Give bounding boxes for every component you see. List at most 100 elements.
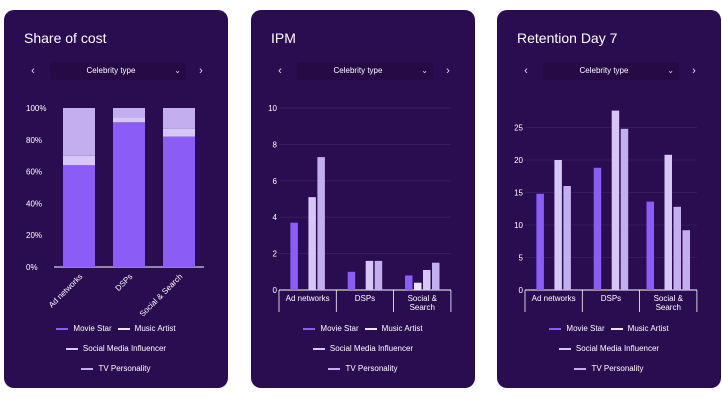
legend-row: Movie Star Music Artist (4, 324, 228, 333)
bar-social-media-influencer-social-search (163, 128, 195, 137)
legend-label: TV Personality (98, 364, 151, 373)
chevron-down-icon: ⌄ (667, 66, 674, 75)
bar-social-media-influencer-dsps (365, 260, 374, 290)
x-tick-label: DSPs (601, 294, 621, 303)
legend-swatch (303, 327, 316, 330)
bar-tv-personality-social-search (432, 262, 440, 290)
y-tick-label: 20% (26, 231, 42, 240)
chevron-left-icon[interactable]: ‹ (31, 65, 35, 77)
legend-swatch (328, 367, 341, 370)
legend-swatch (610, 327, 623, 330)
bar-movie-star-social-search (405, 275, 413, 290)
x-tick-label: Social & (654, 294, 684, 303)
y-tick-label: 8 (273, 140, 278, 149)
legend-label: Movie Star (566, 324, 605, 333)
y-tick-label: 40% (26, 199, 42, 208)
y-tick-label: 100% (26, 104, 46, 113)
legend-item-social-media-influencer[interactable]: Social Media Influencer (65, 344, 166, 353)
legend-row: Social Media Influencer (4, 344, 228, 353)
legend-label: TV Personality (345, 364, 398, 373)
celebrity-type-selector: ‹ Celebrity type ⌄ › (22, 62, 210, 80)
bar-movie-star-dsps (113, 122, 145, 267)
celebrity-type-dropdown[interactable]: Celebrity type ⌄ (50, 62, 186, 80)
legend-row: TV Personality (4, 364, 228, 373)
chevron-left-icon[interactable]: ‹ (278, 65, 282, 77)
legend-swatch (312, 347, 325, 350)
y-tick-label: 25 (514, 124, 523, 133)
chevron-left-icon[interactable]: ‹ (524, 65, 528, 77)
y-tick-label: 20 (514, 156, 523, 165)
chevron-right-icon[interactable]: › (446, 65, 450, 77)
legend-swatch (81, 367, 94, 370)
x-tick-label: DSPs (355, 294, 375, 303)
chart-title: Share of cost (24, 30, 107, 46)
x-tick-label: Social & (408, 294, 438, 303)
share-of-cost-card: Share of cost ‹ Celebrity type ⌄ › 0% 20%… (4, 10, 228, 388)
legend-row: Social Media Influencer (251, 344, 475, 353)
bar-social-media-influencer-ad-networks (63, 155, 95, 166)
dropdown-label: Celebrity type (333, 66, 383, 75)
legend-row: Movie Star Music Artist (251, 324, 475, 333)
legend-swatch (558, 347, 571, 350)
x-tick-label: DSPs (114, 272, 135, 293)
x-tick-label: Ad networks (286, 294, 330, 303)
legend-label: TV Personality (591, 364, 644, 373)
chart-legend: Movie Star Music Artist Social Media Influ… (4, 316, 228, 386)
chart-legend: Movie Star Music Artist Social Media Influ… (497, 316, 721, 386)
chart-legend: Movie Star Music Artist Social Media Influ… (251, 316, 475, 386)
y-tick-label: 10 (268, 104, 277, 113)
legend-item-movie-star[interactable]: Movie Star (56, 324, 112, 333)
chevron-right-icon[interactable]: › (692, 65, 696, 77)
x-tick-label: Ad networks (532, 294, 576, 303)
ipm-card: IPM ‹ Celebrity type ⌄ › 0 2 4 6 8 10 Ad netwo… (251, 10, 475, 388)
legend-row: Social Media Influencer (497, 344, 721, 353)
legend-label: Movie Star (73, 324, 112, 333)
bar-tv-personality-social-search (682, 230, 690, 290)
legend-item-tv-personality[interactable]: TV Personality (574, 364, 644, 373)
bar-social-media-influencer-social-search (664, 154, 672, 290)
celebrity-type-dropdown[interactable]: Celebrity type ⌄ (543, 62, 679, 80)
legend-swatch (117, 327, 130, 330)
legend-item-music-artist[interactable]: Music Artist (364, 324, 423, 333)
x-tick-label: Ad networks (47, 272, 84, 309)
legend-label: Music Artist (134, 324, 176, 333)
bar-tv-personality-social-search (163, 108, 195, 129)
legend-label: Music Artist (381, 324, 423, 333)
legend-item-tv-personality[interactable]: TV Personality (328, 364, 398, 373)
legend-item-tv-personality[interactable]: TV Personality (81, 364, 151, 373)
retention-day-7-card: Retention Day 7 ‹ Celebrity type ⌄ › 0 5 1… (497, 10, 721, 388)
celebrity-type-dropdown[interactable]: Celebrity type ⌄ (297, 62, 433, 80)
bar-movie-star-ad-networks (63, 165, 95, 267)
chevron-right-icon[interactable]: › (199, 65, 203, 77)
bar-social-media-influencer-dsps (113, 117, 145, 123)
bar-tv-personality-ad-networks (63, 108, 95, 156)
chart-title: IPM (271, 30, 296, 46)
y-tick-label: 0% (26, 263, 38, 272)
y-tick-label: 10 (514, 221, 523, 230)
y-tick-label: 80% (26, 136, 42, 145)
legend-swatch (56, 327, 69, 330)
legend-swatch (364, 327, 377, 330)
legend-item-music-artist[interactable]: Music Artist (117, 324, 176, 333)
dropdown-label: Celebrity type (579, 66, 629, 75)
y-tick-label: 60% (26, 168, 42, 177)
y-tick-label: 5 (519, 254, 524, 263)
celebrity-type-selector: ‹ Celebrity type ⌄ › (269, 62, 457, 80)
bar-movie-star-dsps (593, 167, 602, 290)
bar-tv-personality-dsps (374, 260, 383, 290)
celebrity-type-selector: ‹ Celebrity type ⌄ › (515, 62, 703, 80)
chevron-down-icon: ⌄ (174, 66, 181, 75)
y-tick-label: 2 (273, 250, 278, 259)
legend-item-social-media-influencer[interactable]: Social Media Influencer (312, 344, 413, 353)
y-tick-label: 6 (273, 177, 278, 186)
y-tick-label: 0 (519, 286, 524, 295)
legend-item-movie-star[interactable]: Movie Star (549, 324, 605, 333)
dropdown-label: Celebrity type (86, 66, 136, 75)
bar-social-media-influencer-social-search (423, 269, 431, 290)
bar-social-media-influencer-ad-networks (554, 160, 562, 290)
legend-label: Music Artist (627, 324, 669, 333)
legend-item-music-artist[interactable]: Music Artist (610, 324, 669, 333)
legend-item-social-media-influencer[interactable]: Social Media Influencer (558, 344, 659, 353)
legend-item-movie-star[interactable]: Movie Star (303, 324, 359, 333)
grouped-bar-chart: 0 2 4 6 8 10 Ad networks DSPs Social &Search (268, 104, 452, 312)
